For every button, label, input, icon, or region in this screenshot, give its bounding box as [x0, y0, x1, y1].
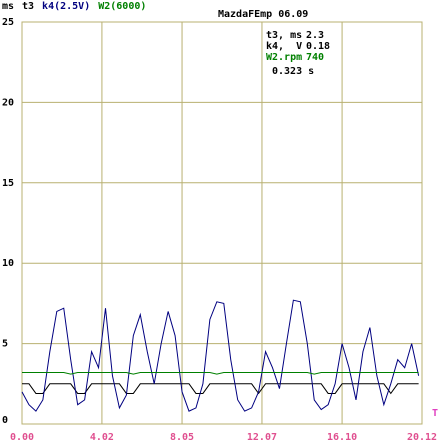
legend-entry: W2(6000): [98, 1, 146, 12]
readout-label: k4, V: [266, 41, 302, 52]
x-marker: T: [432, 408, 438, 419]
legend-entry: k4(2.5V): [42, 1, 90, 12]
chart-title: MazdaFEmp 06.09: [218, 9, 308, 20]
y-tick-label: 5: [2, 339, 8, 350]
x-tick-label: 20.12: [407, 432, 437, 443]
y-tick-label: 10: [2, 258, 14, 269]
x-tick-label: 12.07: [247, 432, 277, 443]
readout-time: 0.323 s: [272, 66, 314, 77]
readout-value: 0.18: [306, 41, 330, 52]
y-tick-label: 25: [2, 17, 14, 28]
readout-value: 2.3: [306, 30, 324, 41]
readout-value: 740: [306, 52, 324, 63]
readout-box: [263, 28, 341, 82]
legend-entry: t3: [22, 1, 34, 12]
y-axis-label: ms: [2, 1, 14, 12]
readout-label: t3, ms: [266, 30, 302, 41]
series-line: [21, 299, 420, 412]
y-tick-label: 0: [2, 415, 8, 426]
readout-label: W2.rpm: [266, 52, 302, 63]
y-tick-label: 20: [2, 97, 14, 108]
x-tick-label: 8.05: [170, 432, 194, 443]
y-tick-label: 15: [2, 178, 14, 189]
x-tick-label: 0.00: [10, 432, 34, 443]
x-tick-label: 4.02: [90, 432, 114, 443]
series-line: [22, 372, 419, 375]
x-tick-label: 16.10: [327, 432, 357, 443]
